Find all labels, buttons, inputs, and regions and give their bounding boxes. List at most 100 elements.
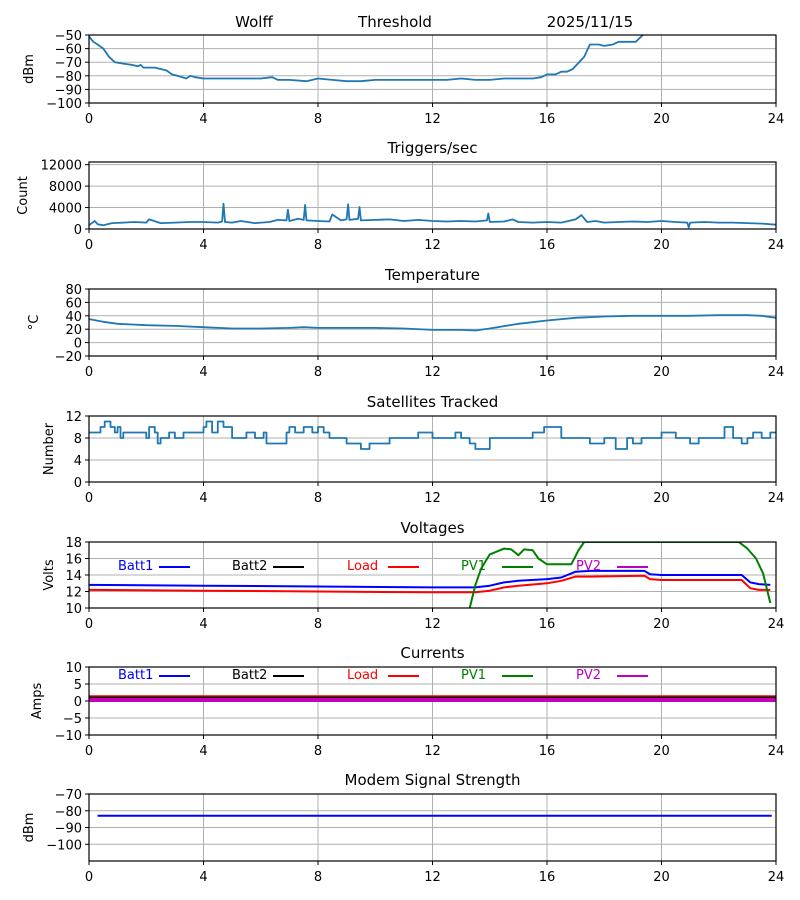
x-tick-label: 0 [85,491,93,506]
y-axis-label: Count [16,176,31,215]
x-tick-label: 12 [424,744,441,759]
panel-threshold: 0 4 8 12 16 20 24 −50−60−70−80−90−100 dBm [22,29,784,127]
legend-label-batt1: Batt1 [118,668,153,683]
y-axis-label: °C [27,315,42,331]
y-tick-label: 80 [65,283,82,298]
y-axis-label: Number [42,422,57,475]
x-tick-label: 8 [314,617,322,632]
panel-title: Voltages [400,519,464,537]
y-tick-label: 8 [74,432,82,447]
x-tick-label: 12 [424,491,441,506]
x-tick-label: 20 [653,238,670,253]
series-line-satellites [89,420,776,450]
x-tick-label: 8 [314,870,322,885]
y-tick-label: 20 [65,323,82,338]
panel-title: Temperature [384,266,480,284]
x-tick-label: 20 [653,112,670,127]
x-tick-label: 20 [653,870,670,885]
x-tick-label: 16 [539,870,556,885]
legend-label-pv2: PV2 [576,559,601,574]
y-tick-label: −100 [46,838,82,853]
y-axis-label: dBm [22,813,37,843]
y-tick-label: 14 [65,569,82,584]
legend-label-pv1: PV1 [461,559,486,574]
x-tick-label: 16 [539,617,556,632]
x-tick-label: 16 [539,112,556,127]
y-tick-label: 10 [65,661,82,676]
y-axis-label: Amps [30,682,45,719]
y-tick-label: 8000 [49,180,82,195]
x-tick-label: 16 [539,238,556,253]
x-tick-label: 8 [314,491,322,506]
y-axis-label: Volts [42,559,57,591]
x-tick-label: 4 [199,744,207,759]
x-tick-label: 24 [768,112,785,127]
y-tick-label: 4 [74,454,82,469]
x-tick-label: 0 [85,744,93,759]
header-station: Wolff [235,13,273,31]
y-tick-label: −80 [55,805,82,820]
x-tick-label: 4 [199,617,207,632]
x-tick-label: 24 [768,491,785,506]
x-tick-label: 0 [85,870,93,885]
y-tick-label: 4000 [49,202,82,217]
x-tick-label: 16 [539,365,556,380]
x-tick-label: 24 [768,617,785,632]
y-tick-label: −70 [55,56,82,71]
y-tick-label: −90 [55,822,82,837]
y-tick-label: 18 [65,536,82,551]
y-tick-label: −80 [55,70,82,85]
x-tick-label: 16 [539,491,556,506]
panel-title: Triggers/sec [387,139,478,157]
x-tick-label: 20 [653,365,670,380]
y-tick-label: 0 [74,337,82,352]
legend-label-batt2: Batt2 [232,559,267,574]
x-tick-label: 24 [768,870,785,885]
series-line-pv1 [468,542,772,608]
series-line-batt1 [89,569,771,589]
y-tick-label: −20 [55,350,82,365]
x-tick-label: 4 [199,238,207,253]
x-tick-label: 12 [424,365,441,380]
y-tick-label: 10 [65,602,82,617]
y-axis-label: dBm [22,54,37,84]
y-tick-label: 0 [74,476,82,491]
panel-title: Currents [400,644,464,662]
x-tick-label: 8 [314,744,322,759]
x-tick-label: 4 [199,491,207,506]
x-tick-label: 12 [424,238,441,253]
legend-label-batt1: Batt1 [118,559,153,574]
x-tick-label: 12 [424,112,441,127]
header-date: 2025/11/15 [547,13,633,31]
x-tick-label: 4 [199,365,207,380]
y-tick-label: −90 [55,83,82,98]
series-line-temperature [89,314,776,332]
y-tick-label: 12 [65,410,82,425]
x-tick-label: 4 [199,870,207,885]
legend-label-pv1: PV1 [461,668,486,683]
x-tick-label: 12 [424,617,441,632]
panel-triggers-sec: 0 4 8 12 16 20 24 12000 8000 4000 0 Triggers/sec Cou… [16,139,784,253]
series-line-load [89,574,771,594]
x-tick-label: 0 [85,238,93,253]
x-tick-label: 0 [85,617,93,632]
y-tick-label: −70 [55,788,82,803]
x-tick-label: 12 [424,870,441,885]
x-tick-label: 8 [314,365,322,380]
y-tick-label: 12 [65,586,82,601]
x-tick-label: 0 [85,365,93,380]
series-line-threshold [89,35,644,83]
legend-label-load: Load [347,559,378,574]
y-tick-label: −60 [55,43,82,58]
y-tick-label: 0 [74,695,82,710]
legend-label-load: Load [347,668,378,683]
series-line-triggers-sec [89,202,776,229]
legend-label-batt2: Batt2 [232,668,267,683]
x-tick-label: 24 [768,744,785,759]
x-tick-label: 24 [768,365,785,380]
x-tick-label: 20 [653,617,670,632]
panel-title: Modem Signal Strength [345,771,521,789]
